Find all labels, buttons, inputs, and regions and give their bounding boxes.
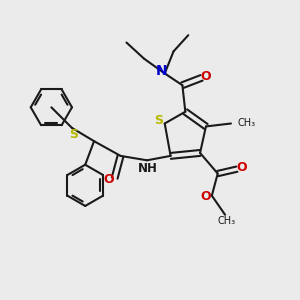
Text: S: S xyxy=(69,128,78,141)
Text: CH₃: CH₃ xyxy=(238,118,256,128)
Text: N: N xyxy=(155,64,167,78)
Text: O: O xyxy=(103,173,113,186)
Text: S: S xyxy=(154,114,163,127)
Text: O: O xyxy=(201,70,211,83)
Text: O: O xyxy=(237,161,248,174)
Text: O: O xyxy=(201,190,211,203)
Text: NH: NH xyxy=(138,162,158,175)
Text: CH₃: CH₃ xyxy=(218,216,236,226)
